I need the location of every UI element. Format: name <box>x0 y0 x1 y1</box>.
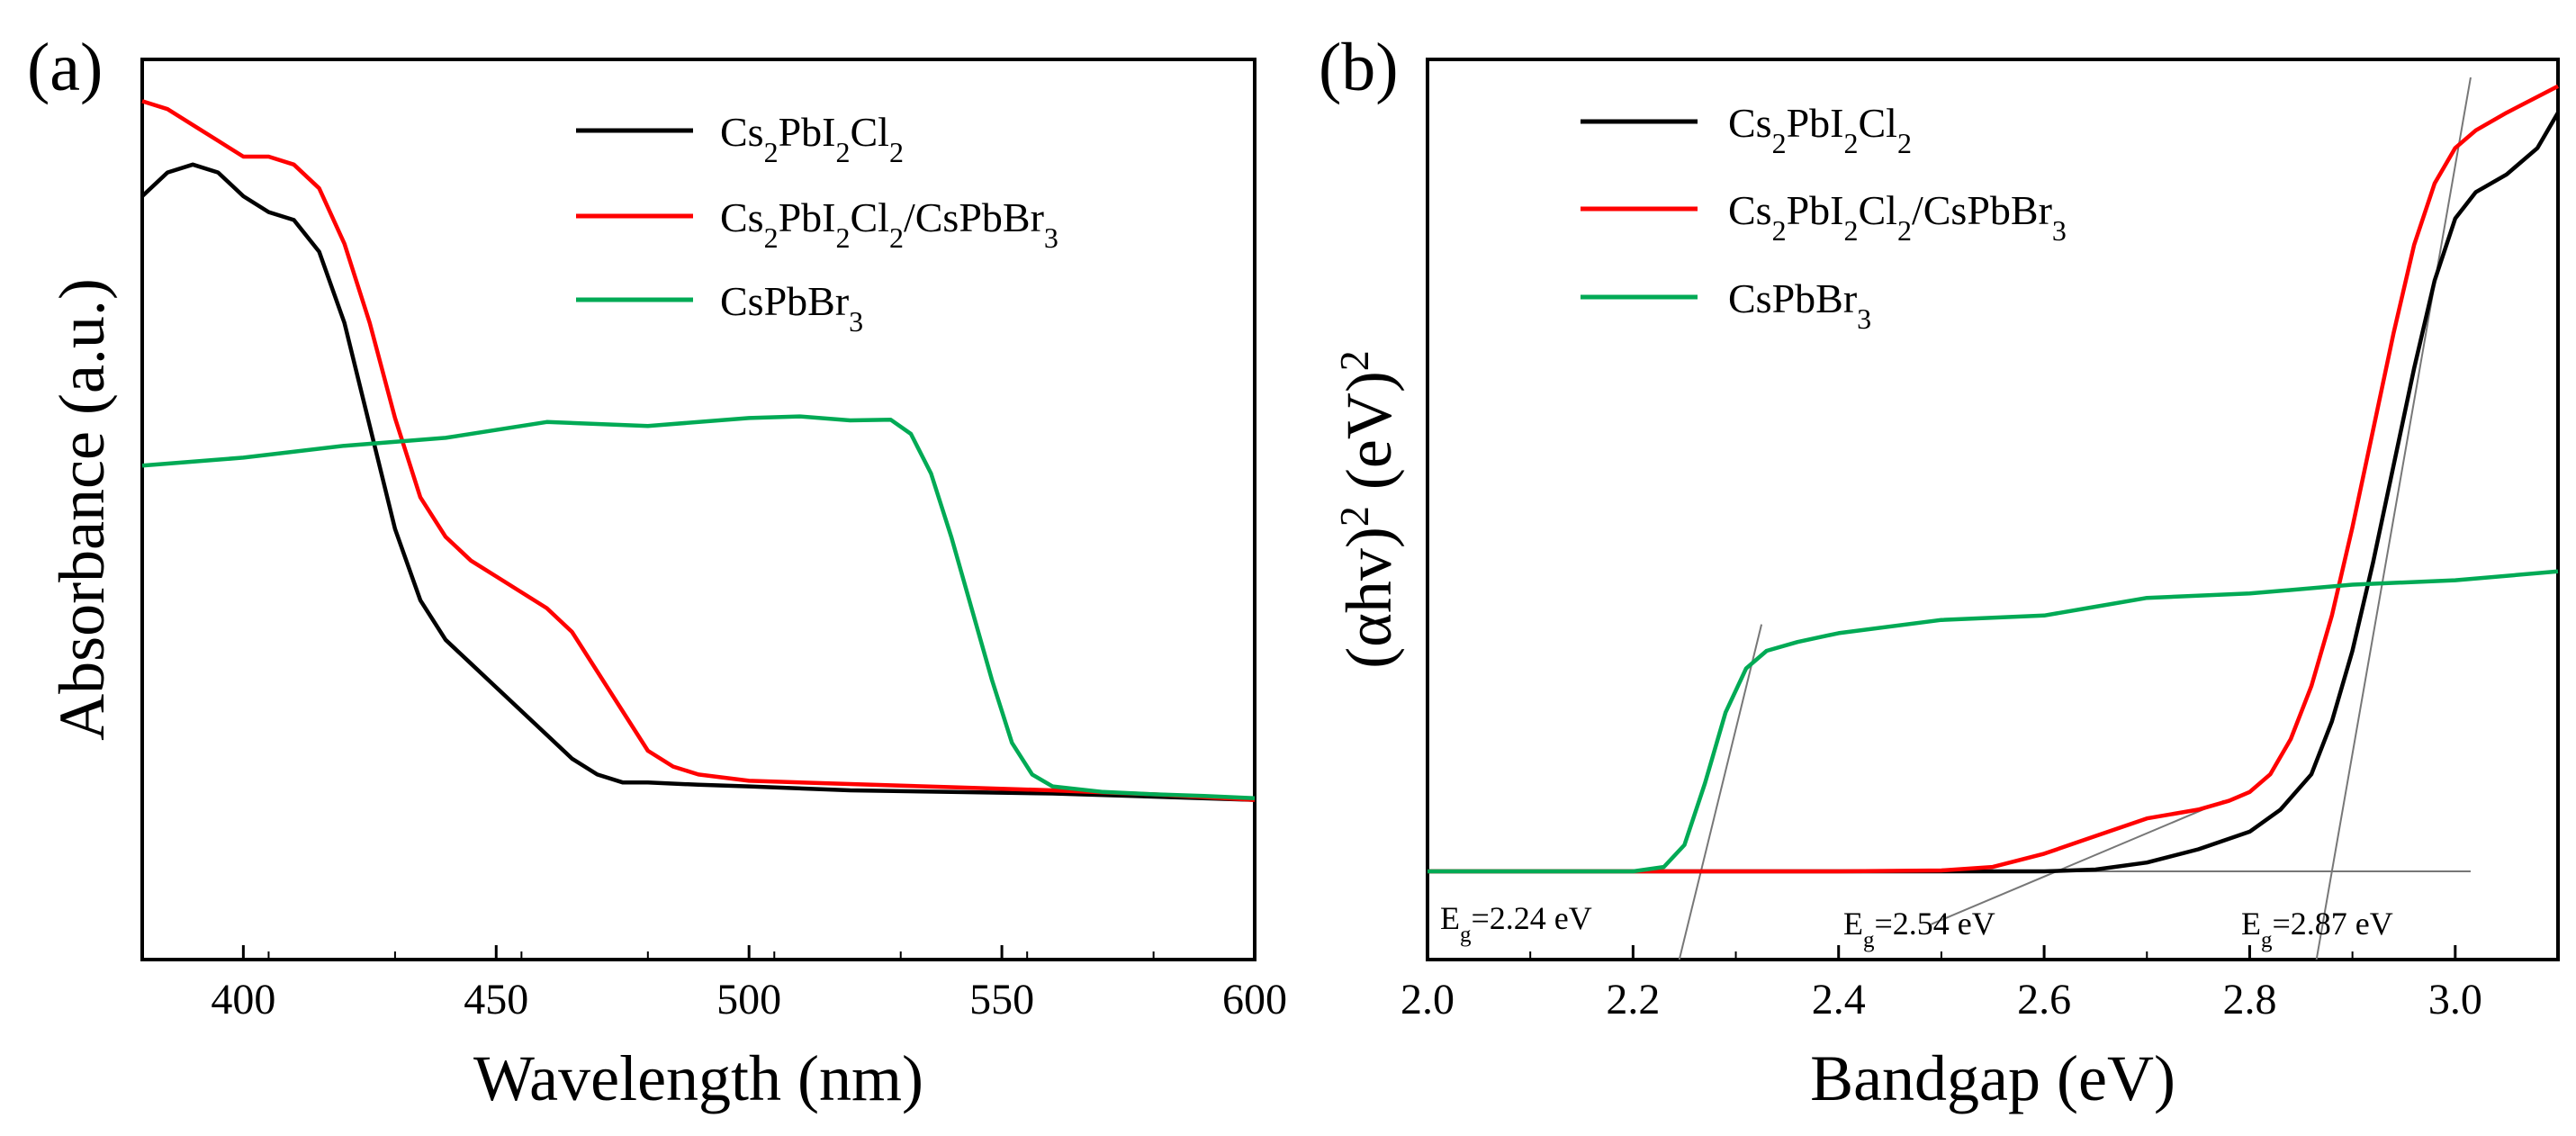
x-tick-label: 2.6 <box>2017 976 2071 1023</box>
legend-label-a-2: Cs2PbI2Cl2/CsPbBr3 <box>720 194 1058 254</box>
y-axis-label-b: (αhv)2 (eV)2 <box>1331 350 1406 669</box>
panel-b: (b) 2.0 2.2 2.4 2.6 2.8 3.0 Bandgap (eV) (αhv… <box>1319 30 2560 1114</box>
legend-label-b-1: Cs2PbI2Cl2 <box>1728 100 1912 159</box>
series-line-a-2 <box>141 99 1256 802</box>
x-tick-label: 600 <box>1222 976 1287 1023</box>
ticks-b: 2.0 2.2 2.4 2.6 2.8 3.0 <box>1401 945 2559 1023</box>
series-line-a-1 <box>140 162 1256 802</box>
x-tick-label: 450 <box>464 976 528 1023</box>
tangent-line-3 <box>2315 77 2472 960</box>
plot-frame-b <box>1426 58 2560 961</box>
legend-label-b-3: CsPbBr3 <box>1728 275 1871 335</box>
x-tick-label: 500 <box>716 976 781 1023</box>
annotation-eg-254: Eg=2.54 eV <box>1843 906 1995 952</box>
panel-label-b: (b) <box>1319 30 1399 105</box>
x-tick-label: 2.0 <box>1401 976 1455 1023</box>
x-tick-label: 400 <box>211 976 275 1023</box>
x-tick-label: 2.2 <box>1606 976 1660 1023</box>
x-tick-label: 3.0 <box>2428 976 2482 1023</box>
x-axis-label-b: Bandgap (eV) <box>1810 1042 2175 1114</box>
legend-label-a-3: CsPbBr3 <box>720 278 863 338</box>
series-group-b <box>1428 84 2560 874</box>
legend-a: Cs2PbI2Cl2 Cs2PbI2Cl2/CsPbBr3 CsPbBr3 <box>576 109 1058 338</box>
series-line-a-3 <box>141 414 1256 801</box>
legend-label-b-2: Cs2PbI2Cl2/CsPbBr3 <box>1728 187 2067 247</box>
panel-label-a: (a) <box>27 30 103 105</box>
annotation-eg-224: Eg=2.24 eV <box>1440 900 1592 947</box>
x-tick-label: 2.8 <box>2222 976 2276 1023</box>
y-axis-label-a: Absorbance (a.u.) <box>46 278 118 741</box>
annotation-eg-287: Eg=2.87 eV <box>2241 906 2393 952</box>
x-tick-label: 550 <box>969 976 1034 1023</box>
ticks-a: 400 450 500 550 600 <box>141 945 1287 1023</box>
plot-frame-a <box>140 58 1256 961</box>
bandgap-annotations: Eg=2.24 eV Eg=2.54 eV Eg=2.87 eV <box>1440 900 2393 952</box>
series-line-b-1 <box>1428 112 2560 874</box>
panel-a: (a) 400 450 500 550 600 Wavelength (nm) Abso… <box>27 30 1287 1114</box>
legend-b: Cs2PbI2Cl2 Cs2PbI2Cl2/CsPbBr3 CsPbBr3 <box>1581 100 2067 335</box>
series-line-b-2 <box>1428 84 2560 874</box>
tangent-line-1 <box>1678 624 1763 960</box>
x-axis-label-a: Wavelength (nm) <box>473 1042 923 1114</box>
series-group-a <box>140 99 1256 802</box>
tangent-line-2 <box>1931 799 2225 925</box>
x-tick-label: 2.4 <box>1812 976 1866 1023</box>
legend-label-a-1: Cs2PbI2Cl2 <box>720 109 904 168</box>
series-line-b-3 <box>1428 569 2559 874</box>
